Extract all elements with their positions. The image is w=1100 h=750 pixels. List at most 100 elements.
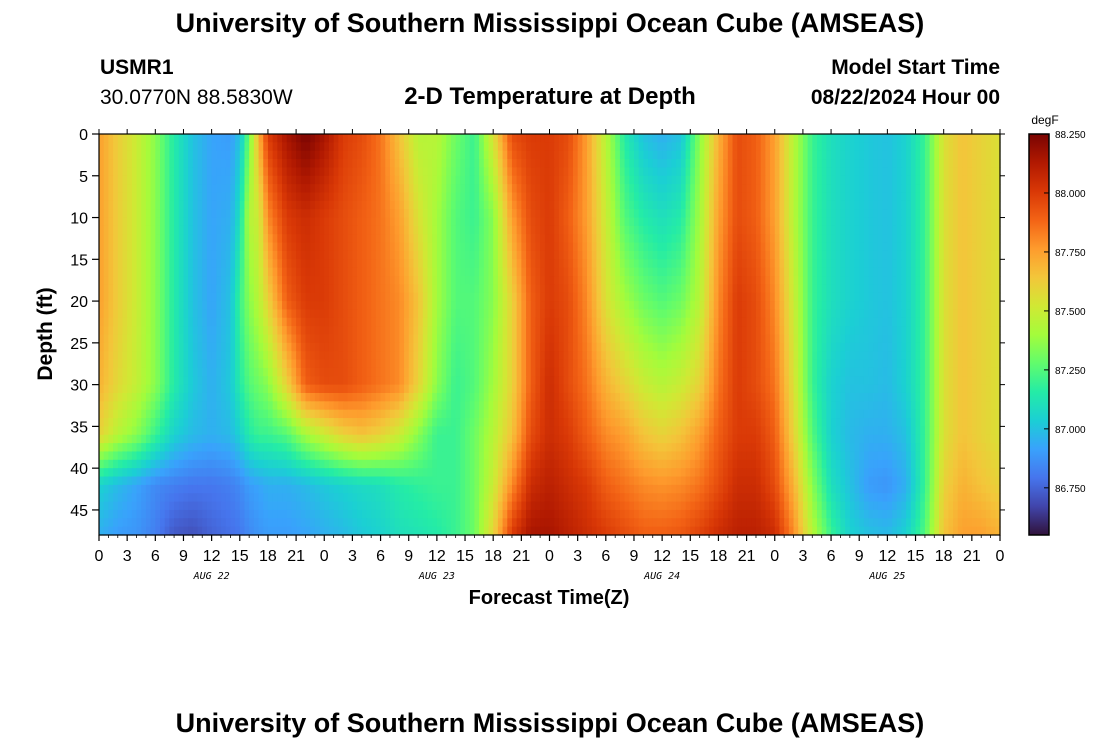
heatmap-cell <box>882 301 888 311</box>
heatmap-cell <box>666 167 673 177</box>
heatmap-cell <box>469 292 476 302</box>
heatmap-cell <box>314 267 321 277</box>
heatmap-cell <box>460 242 466 252</box>
heatmap-cell <box>582 301 588 311</box>
heatmap-cell <box>770 234 776 244</box>
heatmap-cell <box>272 301 278 311</box>
heatmap-cell <box>225 159 231 169</box>
heatmap-cell <box>849 284 856 294</box>
heatmap-cell <box>676 301 682 311</box>
heatmap-cell <box>291 134 297 143</box>
heatmap-cell <box>357 209 363 219</box>
heatmap-cell <box>450 342 457 352</box>
heatmap-cell <box>319 250 325 260</box>
heatmap-cell <box>723 184 729 194</box>
heatmap-cell <box>150 342 156 352</box>
heatmap-cell <box>896 175 903 185</box>
heatmap-cell <box>488 276 494 285</box>
heatmap-cell <box>892 301 898 311</box>
heatmap-cell <box>741 167 748 177</box>
heatmap-cell <box>493 184 499 194</box>
heatmap-cell <box>474 267 480 277</box>
heatmap-cell <box>953 242 959 252</box>
heatmap-cell <box>549 184 555 194</box>
heatmap-cell <box>967 184 973 194</box>
heatmap-cell <box>516 209 522 219</box>
heatmap-cell <box>558 250 565 260</box>
heatmap-cell <box>164 301 170 311</box>
heatmap-cell <box>244 200 250 210</box>
heatmap-cell <box>934 200 940 210</box>
heatmap-cell <box>868 292 874 302</box>
heatmap-cell <box>408 259 415 269</box>
heatmap-cell <box>479 234 485 244</box>
heatmap-cell <box>530 142 537 152</box>
heatmap-cell <box>938 309 945 319</box>
heatmap-cell <box>441 301 447 311</box>
heatmap-cell <box>896 292 903 302</box>
heatmap-cell <box>591 225 598 235</box>
heatmap-cell <box>286 217 292 227</box>
heatmap-cell <box>840 292 846 302</box>
heatmap-cell <box>206 209 213 219</box>
heatmap-cell <box>816 192 823 202</box>
heatmap-cell <box>516 159 522 169</box>
heatmap-cell <box>432 134 438 143</box>
heatmap-cell <box>108 284 114 294</box>
heatmap-cell <box>103 225 109 235</box>
heatmap-cell <box>582 250 588 260</box>
heatmap-cell <box>164 342 170 352</box>
heatmap-cell <box>408 234 415 244</box>
heatmap-cell <box>587 200 593 210</box>
heatmap-cell <box>117 225 124 235</box>
heatmap-cell <box>755 134 762 143</box>
heatmap-cell <box>436 317 443 327</box>
heatmap-cell <box>713 242 720 252</box>
heatmap-cell <box>638 301 644 311</box>
heatmap-cell <box>901 284 907 294</box>
heatmap-cell <box>657 242 663 252</box>
heatmap-cell <box>253 142 260 152</box>
heatmap-cell <box>258 200 264 210</box>
heatmap-cell <box>493 225 499 235</box>
heatmap-cell <box>755 242 762 252</box>
heatmap-cell <box>713 259 720 269</box>
heatmap-cell <box>849 250 856 260</box>
heatmap-cell <box>338 292 344 302</box>
heatmap-cell <box>502 250 508 260</box>
heatmap-cell <box>127 134 133 143</box>
heatmap-cell <box>389 159 396 169</box>
heatmap-cell <box>854 309 860 319</box>
heatmap-cell <box>807 225 813 235</box>
heatmap-cell <box>465 217 471 227</box>
heatmap-cell <box>596 301 602 311</box>
heatmap-cell <box>882 326 888 336</box>
heatmap-cell <box>577 259 583 269</box>
heatmap-cell <box>826 209 832 219</box>
heatmap-cell <box>511 301 518 311</box>
heatmap-cell <box>976 259 982 269</box>
heatmap-cell <box>286 209 292 219</box>
heatmap-cell <box>737 217 743 227</box>
heatmap-cell <box>558 142 565 152</box>
heatmap-cell <box>652 301 659 311</box>
heatmap-cell <box>737 242 743 252</box>
heatmap-cell <box>882 267 888 277</box>
heatmap-cell <box>244 167 250 177</box>
heatmap-cell <box>136 284 142 294</box>
heatmap-cell <box>352 150 358 160</box>
heatmap-cell <box>906 326 912 336</box>
heatmap-cell <box>413 167 419 177</box>
heatmap-cell <box>450 175 457 185</box>
heatmap-cell <box>755 276 762 285</box>
heatmap-cell <box>225 326 231 336</box>
heatmap-cell <box>366 234 372 244</box>
heatmap-cell <box>831 225 837 235</box>
heatmap-cell <box>741 134 748 143</box>
heatmap-cell <box>549 134 555 143</box>
heatmap-cell <box>446 309 452 319</box>
heatmap-cell <box>568 317 574 327</box>
heatmap-cell <box>427 259 433 269</box>
heatmap-cell <box>845 175 851 185</box>
heatmap-cell <box>361 242 368 252</box>
